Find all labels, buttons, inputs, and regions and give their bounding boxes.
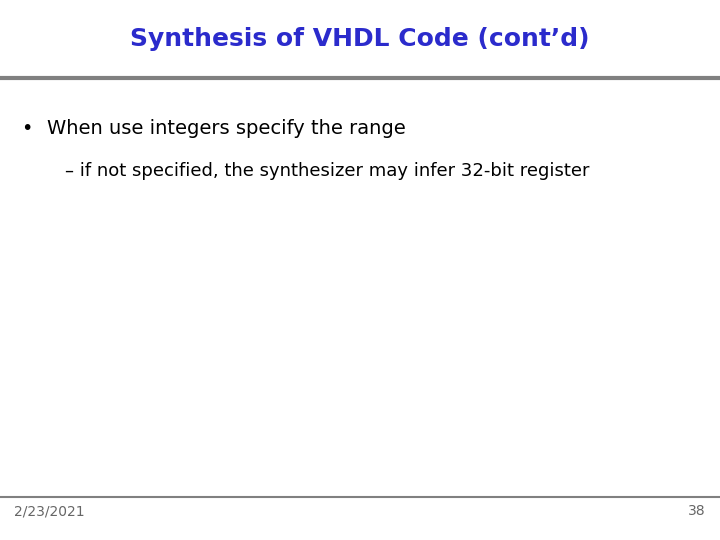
Text: •: • <box>22 119 33 138</box>
Text: – if not specified, the synthesizer may infer 32-bit register: – if not specified, the synthesizer may … <box>65 162 589 180</box>
Text: 2/23/2021: 2/23/2021 <box>14 504 85 518</box>
Text: When use integers specify the range: When use integers specify the range <box>47 119 405 138</box>
Text: Synthesis of VHDL Code (cont’d): Synthesis of VHDL Code (cont’d) <box>130 27 590 51</box>
Text: 38: 38 <box>688 504 706 518</box>
